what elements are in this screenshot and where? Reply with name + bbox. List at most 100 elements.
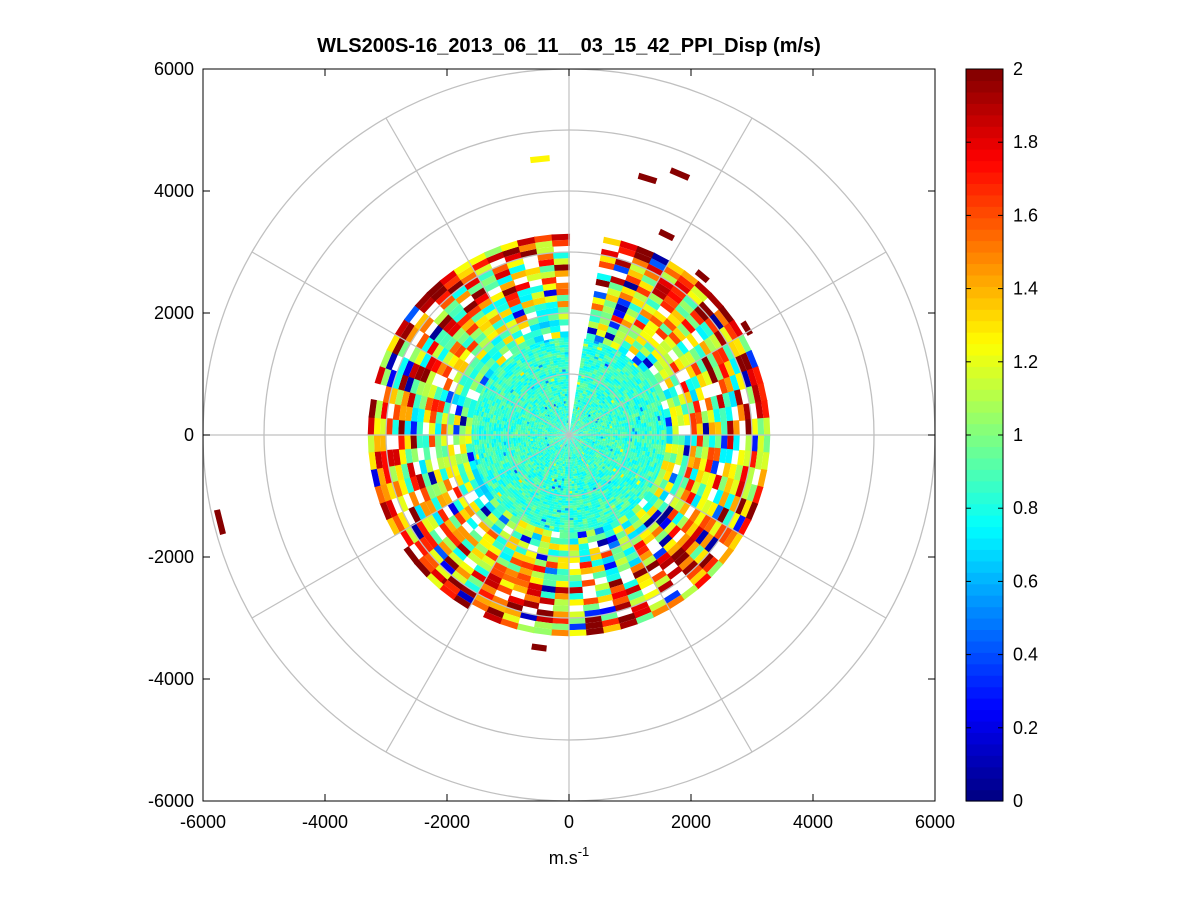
data-cell-4066 xyxy=(481,426,484,431)
data-cell-1636 xyxy=(565,398,567,401)
data-cell-3655 xyxy=(647,439,650,444)
data-cell-2572 xyxy=(563,379,566,382)
data-cell-4989 xyxy=(429,434,436,447)
data-cell-3214 xyxy=(572,503,576,506)
data-cell-1813 xyxy=(565,474,567,477)
data-cell-4414 xyxy=(474,440,477,445)
data-cell-2134 xyxy=(615,437,618,440)
data-cell-1896 xyxy=(610,428,613,431)
data-cell-2013 xyxy=(612,428,615,431)
data-cell-4120 xyxy=(656,426,659,431)
data-cell-3918 xyxy=(564,518,569,521)
data-cell-2542 xyxy=(513,438,516,441)
data-cell-4592 xyxy=(577,531,587,538)
data-cell-2368 xyxy=(620,438,623,441)
data-cell-2425 xyxy=(515,438,518,441)
data-cell-2251 xyxy=(618,438,621,441)
data-cell-1605 xyxy=(533,438,536,440)
data-cell-4625 xyxy=(560,331,570,337)
data-cell-3334 xyxy=(561,505,565,508)
data-cell-4267 xyxy=(573,525,578,528)
data-cell-4690 xyxy=(550,326,561,333)
data-cell-4237 xyxy=(659,425,662,430)
data-cell-4815 xyxy=(558,313,569,320)
data-cell-1489 xyxy=(535,437,538,439)
data-cell-4036 xyxy=(560,520,565,523)
data-cell-1635 xyxy=(563,399,565,402)
data-cell-1606 xyxy=(532,437,535,439)
data-cell-4974 xyxy=(568,569,581,576)
data-cell-3304 xyxy=(639,439,642,443)
data-cell-2541 xyxy=(513,440,516,443)
data-cell-1839 xyxy=(528,439,531,442)
data-cell-4240 xyxy=(659,440,662,445)
data-cell-1780 xyxy=(608,431,611,433)
data-cell-4063 xyxy=(481,439,484,444)
data-cell-4416 xyxy=(474,430,477,435)
data-cell-3156 xyxy=(558,367,562,370)
data-cell-3100 xyxy=(562,500,566,503)
data-cell-3187 xyxy=(637,439,640,443)
data-cell-4503 xyxy=(564,530,569,533)
data-cell-4783 xyxy=(568,550,579,557)
data-cell-4153 xyxy=(559,522,564,525)
data-cell-2191 xyxy=(520,437,523,440)
data-cell-3130 xyxy=(501,428,504,432)
data-cell-4736 xyxy=(453,434,460,445)
data-cell-2307 xyxy=(518,440,521,443)
data-cell-3889 xyxy=(651,439,654,444)
data-cell-3714 xyxy=(488,431,491,435)
data-cell-1957 xyxy=(525,437,528,440)
data-cell-3771 xyxy=(649,435,652,440)
data-cell-4387 xyxy=(559,527,564,530)
data-cell-3421 xyxy=(642,439,645,443)
data-cell-3946 xyxy=(484,439,487,444)
data-cell-4501 xyxy=(574,530,580,533)
data-cell-3188 xyxy=(636,442,639,446)
data-cell-2248 xyxy=(618,430,621,433)
data-cell-2428 xyxy=(515,429,518,432)
data-cell-1051 xyxy=(566,411,567,414)
data-cell-2984 xyxy=(558,498,562,501)
data-cell-2481 xyxy=(622,426,625,429)
data-cell-1429 xyxy=(601,431,604,433)
data-cell-4975 xyxy=(556,569,569,576)
data-cell-2950 xyxy=(632,428,635,432)
data-cell-4925 xyxy=(435,434,442,446)
data-cell-1195 xyxy=(596,432,599,434)
data-cell-3565 xyxy=(573,510,577,513)
data-cell-4093 xyxy=(560,347,565,350)
data-cell-4471 xyxy=(664,425,667,431)
data-cell-4504 xyxy=(558,530,564,533)
data-cell-3597 xyxy=(491,431,494,435)
data-cell-2603 xyxy=(624,441,627,444)
data-cell-1693 xyxy=(571,471,573,474)
data-cell-1225 xyxy=(570,462,572,465)
data-cell-3916 xyxy=(573,518,578,521)
data-cell-2454 xyxy=(561,382,564,385)
data-cell-991 xyxy=(570,457,571,460)
data-cell-4122 xyxy=(657,435,660,440)
data-cell-4609 xyxy=(466,443,473,453)
data-cell-2602 xyxy=(625,438,628,441)
data-cell-4473 xyxy=(664,435,667,440)
data-cell-4673 xyxy=(460,444,467,455)
data-cell-4737 xyxy=(453,424,460,435)
data-cell-1312 xyxy=(598,432,601,434)
data-cell-4706 xyxy=(678,435,685,446)
data-cell-2663 xyxy=(511,426,514,429)
data-cell-3742 xyxy=(561,355,566,358)
data-cell-2221 xyxy=(564,386,567,389)
data-cell-3888 xyxy=(652,435,655,440)
data-cell-3097 xyxy=(572,501,576,504)
data-cell-3652 xyxy=(647,427,650,432)
data-cell-3127 xyxy=(501,438,504,442)
data-cell-3101 xyxy=(558,500,562,503)
data-cell-2545 xyxy=(513,429,516,432)
data-cell-4065 xyxy=(481,430,484,435)
data-cell-2512 xyxy=(572,488,575,491)
data-cell-2074 xyxy=(523,437,526,440)
data-cell-2659 xyxy=(511,438,514,441)
data-cell-4417 xyxy=(474,425,477,430)
